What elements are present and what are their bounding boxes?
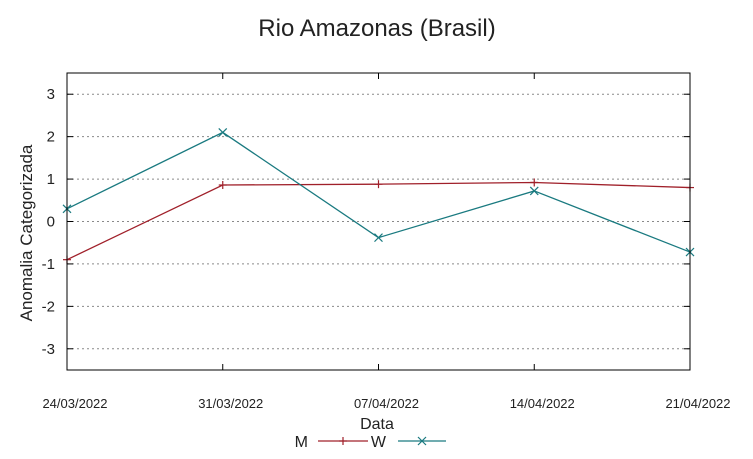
x-tick-label: 31/03/2022 <box>198 396 263 411</box>
legend-label-m: M <box>295 434 308 451</box>
x-tick-label: 24/03/2022 <box>42 396 107 411</box>
x-tick-label: 07/04/2022 <box>354 396 419 411</box>
legend-marker-m <box>339 437 347 445</box>
y-tick-label: 2 <box>47 129 55 146</box>
legend-marker-w <box>417 436 427 446</box>
data-point-m <box>218 181 227 190</box>
series-layer <box>62 127 695 264</box>
y-tick-label: 1 <box>47 171 55 188</box>
legend-label-w: W <box>371 434 387 451</box>
data-point-w <box>374 233 383 243</box>
data-point-w <box>529 186 539 196</box>
x-tick-label: 21/04/2022 <box>665 396 730 411</box>
x-axis-label: Data <box>360 416 394 433</box>
grid-lines <box>67 93 690 350</box>
x-axis-ticks: 24/03/2022 31/03/2022 07/04/2022 14/04/2022… <box>42 73 731 411</box>
y-axis-ticks: 3 2 1 0 -1 -2 -3 <box>42 86 690 358</box>
y-tick-label: 3 <box>47 86 55 103</box>
x-tick-label: 14/04/2022 <box>510 396 575 411</box>
y-tick-label: -2 <box>42 298 55 315</box>
y-tick-label: 0 <box>47 214 55 231</box>
y-axis-label: Anomalia Categorizada <box>17 144 36 321</box>
y-tick-label: -1 <box>42 256 55 273</box>
data-point-m <box>530 178 539 187</box>
chart-title: Rio Amazonas (Brasil) <box>258 15 495 42</box>
y-tick-label: -3 <box>42 341 55 358</box>
data-point-w <box>218 127 228 137</box>
data-point-m <box>374 180 383 189</box>
series-line-w <box>66 131 691 253</box>
